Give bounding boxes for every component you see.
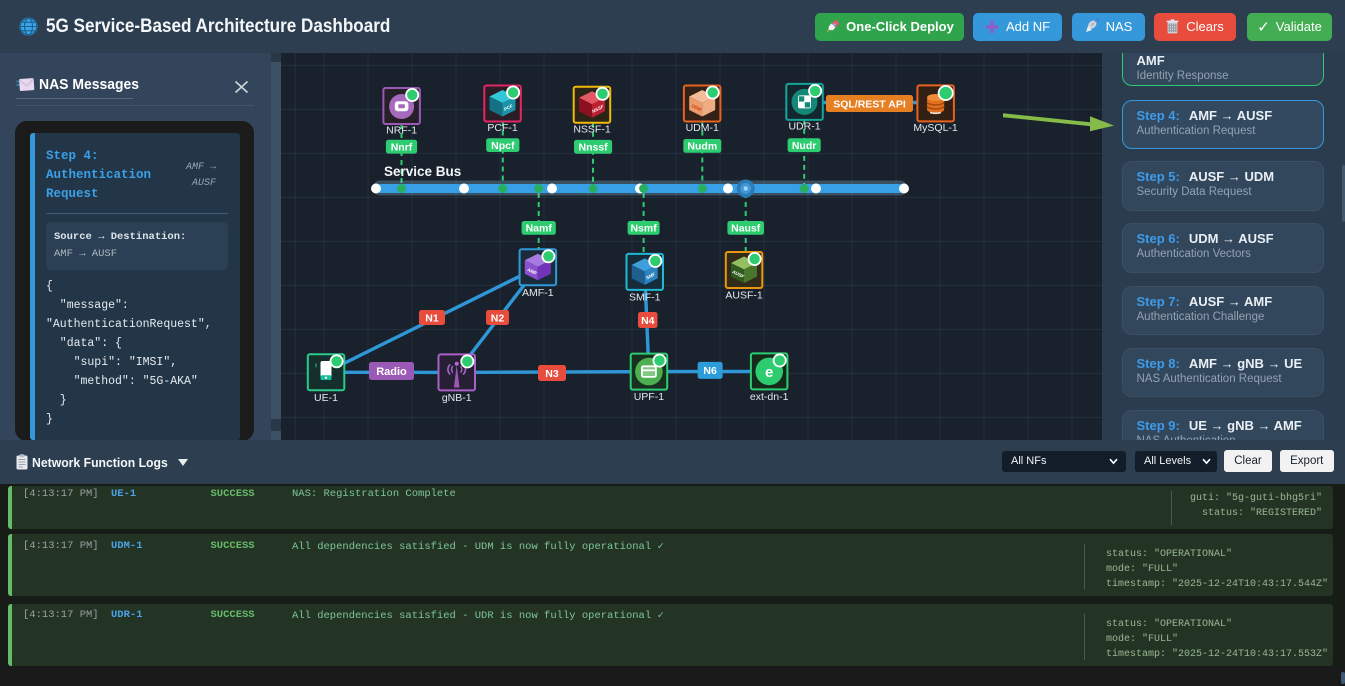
svg-text:SMF-1: SMF-1 — [629, 291, 661, 303]
svg-text:N6: N6 — [703, 365, 717, 377]
svg-text:AUSF-1: AUSF-1 — [725, 290, 763, 302]
svg-text:PCF: PCF — [503, 103, 514, 112]
svg-text:UDR-1: UDR-1 — [788, 120, 820, 132]
svg-text:gNB-1: gNB-1 — [442, 392, 472, 404]
svg-text:N3: N3 — [545, 368, 559, 380]
svg-text:PCF-1: PCF-1 — [487, 122, 517, 134]
svg-text:N4: N4 — [641, 315, 655, 327]
svg-text:SMF: SMF — [645, 272, 656, 281]
svg-text:Nudm: Nudm — [687, 141, 717, 153]
svg-text:Npcf: Npcf — [491, 140, 515, 152]
svg-text:N1: N1 — [425, 312, 439, 324]
svg-text:Radio: Radio — [376, 366, 407, 378]
svg-text:N2: N2 — [491, 312, 505, 324]
svg-text:Nudr: Nudr — [792, 140, 817, 152]
svg-text:Nausf: Nausf — [731, 223, 761, 235]
svg-text:Nnrf: Nnrf — [391, 141, 413, 153]
svg-text:UE-1: UE-1 — [314, 392, 338, 404]
svg-text:AUSF: AUSF — [731, 269, 745, 280]
svg-text:UPF-1: UPF-1 — [634, 391, 664, 403]
svg-text:ext-dn-1: ext-dn-1 — [750, 391, 789, 403]
svg-text:Nnssf: Nnssf — [579, 142, 609, 154]
svg-text:AMF: AMF — [526, 267, 538, 277]
svg-text:SQL/REST API: SQL/REST API — [833, 98, 906, 110]
svg-text:NSSF-1: NSSF-1 — [573, 123, 611, 135]
svg-text:NRF-1: NRF-1 — [386, 125, 417, 137]
svg-text:UDM: UDM — [691, 103, 703, 112]
svg-text:Service Bus: Service Bus — [384, 164, 461, 179]
svg-text:UDM-1: UDM-1 — [686, 122, 719, 134]
svg-text:NSSF: NSSF — [591, 104, 604, 114]
svg-text:e: e — [765, 364, 773, 381]
svg-text:AMF-1: AMF-1 — [522, 287, 554, 299]
svg-text:MySQL-1: MySQL-1 — [913, 122, 958, 134]
svg-text:Namf: Namf — [526, 223, 553, 235]
svg-text:Nsmf: Nsmf — [630, 223, 657, 235]
